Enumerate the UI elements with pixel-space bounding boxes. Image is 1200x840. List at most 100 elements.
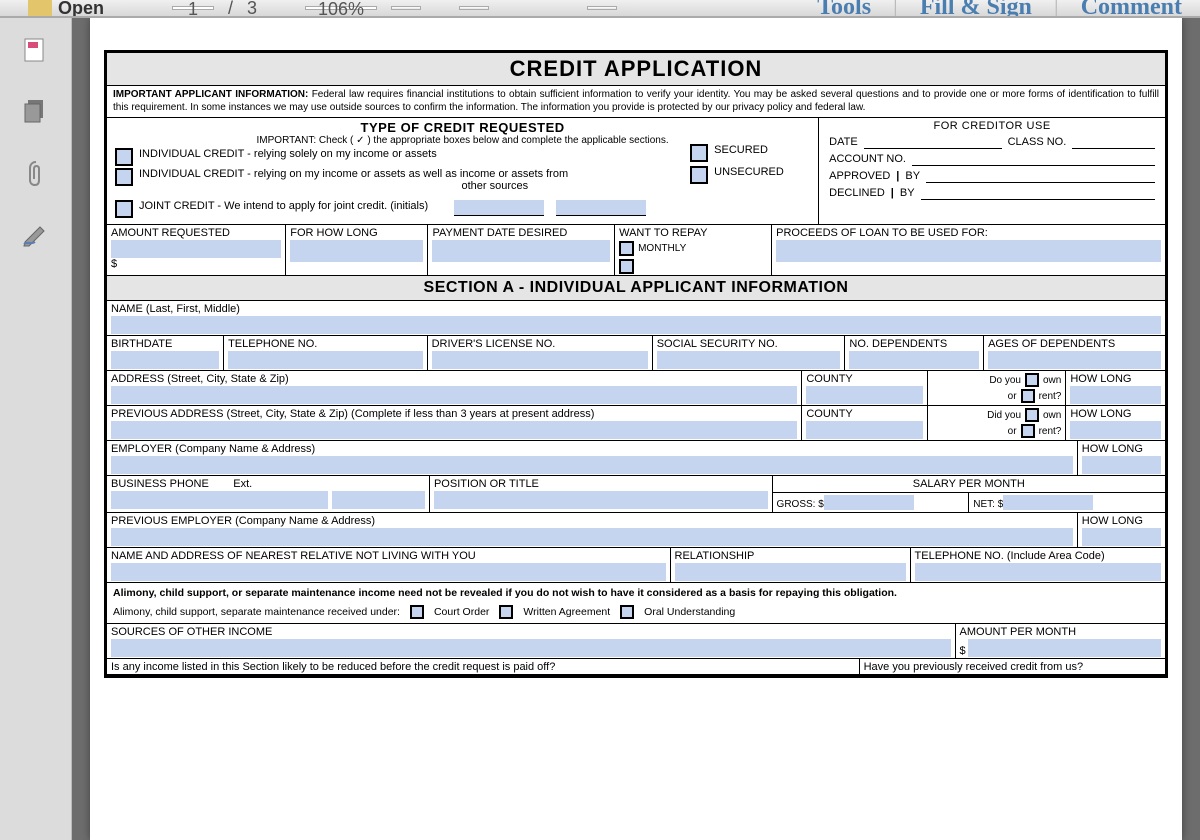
input-position[interactable] bbox=[434, 491, 768, 509]
label-court: Court Order bbox=[434, 606, 489, 618]
input-sources[interactable] bbox=[111, 639, 951, 657]
label-dependents: NO. DEPENDENTS bbox=[849, 338, 947, 350]
input-birthdate[interactable] bbox=[111, 351, 219, 369]
checkbox-own-1[interactable] bbox=[1025, 373, 1039, 387]
attachments-icon[interactable] bbox=[22, 160, 50, 188]
label-repay: WANT TO REPAY bbox=[619, 227, 707, 239]
input-gross[interactable] bbox=[824, 495, 914, 510]
input-address[interactable] bbox=[111, 386, 797, 404]
input-bus-phone[interactable] bbox=[111, 491, 328, 509]
input-county[interactable] bbox=[806, 386, 923, 404]
input-amount-month[interactable] bbox=[968, 639, 1161, 657]
label-prev-employer: PREVIOUS EMPLOYER (Company Name & Addres… bbox=[111, 515, 375, 527]
input-relationship[interactable] bbox=[675, 563, 906, 581]
checkbox-unsecured[interactable] bbox=[690, 166, 708, 184]
label-oral: Oral Understanding bbox=[644, 606, 735, 618]
input-account[interactable] bbox=[912, 152, 1155, 166]
signatures-icon[interactable] bbox=[22, 222, 50, 250]
label-approved: APPROVED bbox=[829, 170, 890, 182]
input-ssn[interactable] bbox=[657, 351, 841, 369]
input-prev-employer[interactable] bbox=[111, 528, 1073, 546]
label-date: DATE bbox=[829, 136, 858, 148]
input-prev-address[interactable] bbox=[111, 421, 797, 439]
tab-comment[interactable]: Comment bbox=[1081, 0, 1182, 18]
input-declined-by[interactable] bbox=[921, 186, 1155, 200]
input-date[interactable] bbox=[864, 135, 1002, 149]
input-net[interactable] bbox=[1003, 495, 1093, 510]
label-individual-1: INDIVIDUAL CREDIT - relying solely on my… bbox=[139, 148, 437, 160]
input-relative[interactable] bbox=[111, 563, 666, 581]
alimony-bold: Alimony, child support, or separate main… bbox=[113, 587, 897, 599]
document-viewport[interactable]: CREDIT APPLICATION IMPORTANT APPLICANT I… bbox=[72, 18, 1200, 840]
label-by-1: BY bbox=[905, 170, 920, 182]
input-drivers[interactable] bbox=[432, 351, 648, 369]
label-secured: SECURED bbox=[714, 144, 768, 156]
input-name[interactable] bbox=[111, 316, 1161, 334]
checkbox-written[interactable] bbox=[499, 605, 513, 619]
input-joint-initials-2[interactable] bbox=[556, 200, 646, 216]
label-rent-2: rent? bbox=[1039, 426, 1062, 437]
label-relative: NAME AND ADDRESS OF NEAREST RELATIVE NOT… bbox=[111, 550, 476, 562]
input-howlong-3[interactable] bbox=[1082, 456, 1161, 474]
input-joint-initials-1[interactable] bbox=[454, 200, 544, 216]
tab-fill-sign[interactable]: Fill & Sign bbox=[920, 0, 1032, 18]
checkbox-repay-other[interactable] bbox=[619, 259, 634, 274]
open-button[interactable]: Open bbox=[28, 0, 104, 18]
checkbox-rent-2[interactable] bbox=[1021, 424, 1035, 438]
label-bus-phone: BUSINESS PHONE bbox=[111, 478, 209, 490]
input-proceeds[interactable] bbox=[776, 240, 1161, 262]
input-employer[interactable] bbox=[111, 456, 1073, 474]
label-by-2: BY bbox=[900, 187, 915, 199]
label-amount: AMOUNT REQUESTED bbox=[111, 227, 230, 239]
input-howlong-4[interactable] bbox=[1082, 528, 1161, 546]
label-howlong-4: HOW LONG bbox=[1082, 515, 1143, 527]
input-county-2[interactable] bbox=[806, 421, 923, 439]
creditor-head: FOR CREDITOR USE bbox=[829, 120, 1155, 132]
checkbox-individual-2[interactable] bbox=[115, 168, 133, 186]
label-howlong-1: HOW LONG bbox=[1070, 373, 1131, 385]
tab-tools[interactable]: Tools bbox=[817, 0, 871, 18]
checkbox-monthly[interactable] bbox=[619, 241, 634, 256]
input-ext[interactable] bbox=[332, 491, 425, 509]
label-monthly: MONTHLY bbox=[638, 243, 686, 254]
thumbnails-icon[interactable] bbox=[22, 36, 50, 64]
checkbox-secured[interactable] bbox=[690, 144, 708, 162]
label-employer: EMPLOYER (Company Name & Address) bbox=[111, 443, 315, 455]
label-individual-2a: INDIVIDUAL CREDIT - relying on my income… bbox=[139, 168, 568, 180]
checkbox-joint[interactable] bbox=[115, 200, 133, 218]
label-ssn: SOCIAL SECURITY NO. bbox=[657, 338, 778, 350]
checkbox-court-order[interactable] bbox=[410, 605, 424, 619]
checkbox-own-2[interactable] bbox=[1025, 408, 1039, 422]
input-class[interactable] bbox=[1072, 135, 1155, 149]
input-amount[interactable] bbox=[111, 240, 281, 258]
toolbar-btn-1[interactable] bbox=[459, 6, 489, 10]
input-for-how-long[interactable] bbox=[290, 240, 423, 262]
checkbox-oral[interactable] bbox=[620, 605, 634, 619]
pages-icon[interactable] bbox=[22, 98, 50, 126]
zoom-dropdown[interactable] bbox=[391, 6, 421, 10]
checkbox-rent-1[interactable] bbox=[1021, 389, 1035, 403]
input-payment-date[interactable] bbox=[432, 240, 610, 262]
input-rel-phone[interactable] bbox=[915, 563, 1161, 581]
input-ages[interactable] bbox=[988, 351, 1161, 369]
checkbox-individual-1[interactable] bbox=[115, 148, 133, 166]
label-sources: SOURCES OF OTHER INCOME bbox=[111, 626, 272, 638]
page-current-input[interactable]: 1 bbox=[172, 6, 214, 10]
zoom-input[interactable]: 106% bbox=[305, 6, 377, 10]
folder-icon bbox=[28, 0, 52, 17]
label-howlong-2: HOW LONG bbox=[1070, 408, 1131, 420]
input-howlong-2[interactable] bbox=[1070, 421, 1161, 439]
label-net: NET: $ bbox=[973, 499, 1003, 510]
label-drivers: DRIVER'S LICENSE NO. bbox=[432, 338, 556, 350]
amount-dollar: $ bbox=[111, 258, 117, 270]
label-individual-2b: other sources bbox=[139, 180, 568, 192]
input-telephone[interactable] bbox=[228, 351, 423, 369]
input-dependents[interactable] bbox=[849, 351, 979, 369]
input-approved-by[interactable] bbox=[926, 169, 1155, 183]
input-howlong-1[interactable] bbox=[1070, 386, 1161, 404]
label-or-2: or bbox=[1008, 426, 1017, 437]
hand-tool-button[interactable] bbox=[587, 6, 617, 10]
info-bold: IMPORTANT APPLICANT INFORMATION: bbox=[113, 89, 308, 100]
label-ext: Ext. bbox=[233, 478, 252, 490]
toolbar-tabs: Tools | Fill & Sign | Comment bbox=[817, 0, 1182, 18]
